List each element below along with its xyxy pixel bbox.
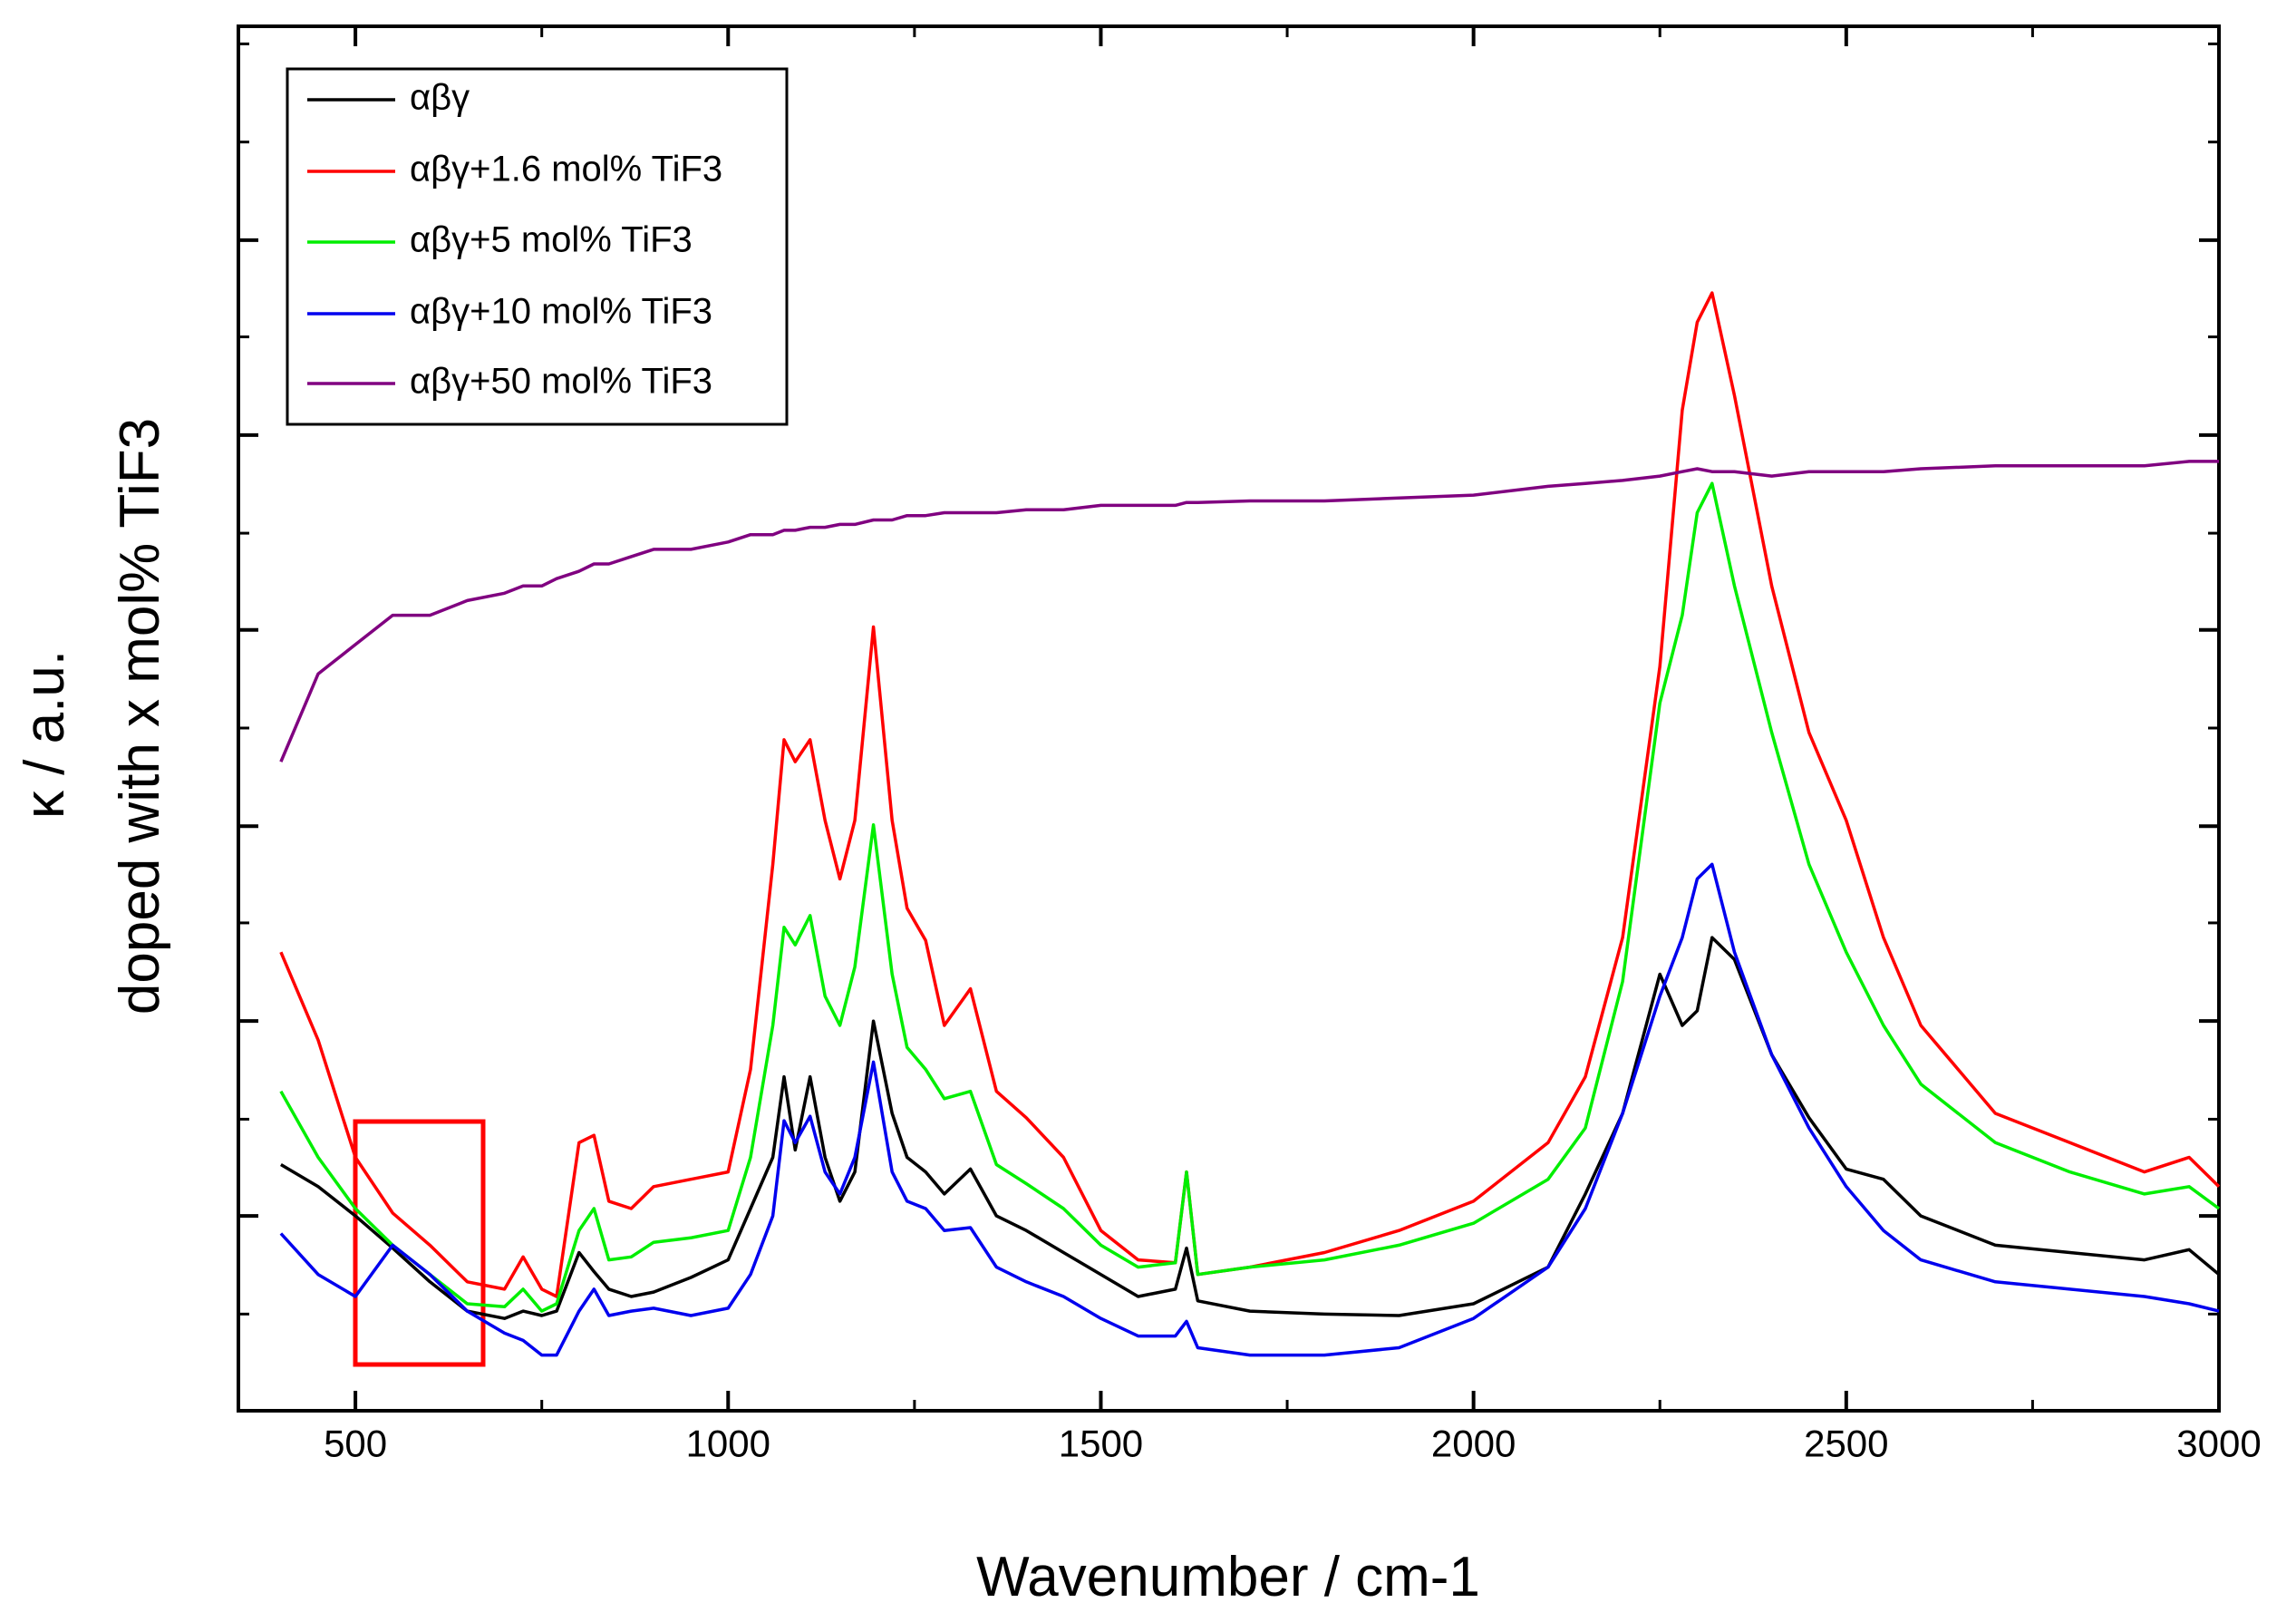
- legend-label: αβγ+10 mol% TiF3: [410, 292, 712, 332]
- y-axis-title: κ / a.u.: [14, 650, 76, 819]
- x-tick-label: 1500: [1059, 1422, 1143, 1464]
- plot-area: [238, 26, 2221, 1411]
- x-tick-label: 2000: [1431, 1422, 1516, 1464]
- y-axis-subtitle: doped with x mol% TiF3: [109, 418, 171, 1015]
- series-line: [279, 481, 2221, 1313]
- legend: αβγ αβγ+1.6 mol% TiF3 αβγ+5 mol% TiF3 αβγ+1…: [307, 78, 722, 402]
- series-line: [279, 460, 2219, 762]
- x-axis-title: Wavenumber / cm-1: [976, 1546, 1480, 1608]
- legend-label: αβγ+1.6 mol% TiF3: [410, 150, 722, 189]
- x-tick-label: 2500: [1804, 1422, 1888, 1464]
- x-tick-label: 1000: [686, 1422, 770, 1464]
- legend-label: αβγ+50 mol% TiF3: [410, 362, 712, 402]
- series-line: [279, 291, 2221, 1298]
- series-line: [279, 862, 2220, 1357]
- plot-frame: [237, 24, 2221, 1413]
- series-line: [280, 936, 2221, 1320]
- legend-label: αβγ+5 mol% TiF3: [410, 220, 693, 260]
- legend-label: αβγ: [410, 78, 470, 118]
- highlight-box: [353, 1119, 486, 1367]
- legend-box: [286, 67, 789, 426]
- x-tick-label: 500: [324, 1422, 387, 1464]
- x-tick-label: 3000: [2176, 1422, 2261, 1464]
